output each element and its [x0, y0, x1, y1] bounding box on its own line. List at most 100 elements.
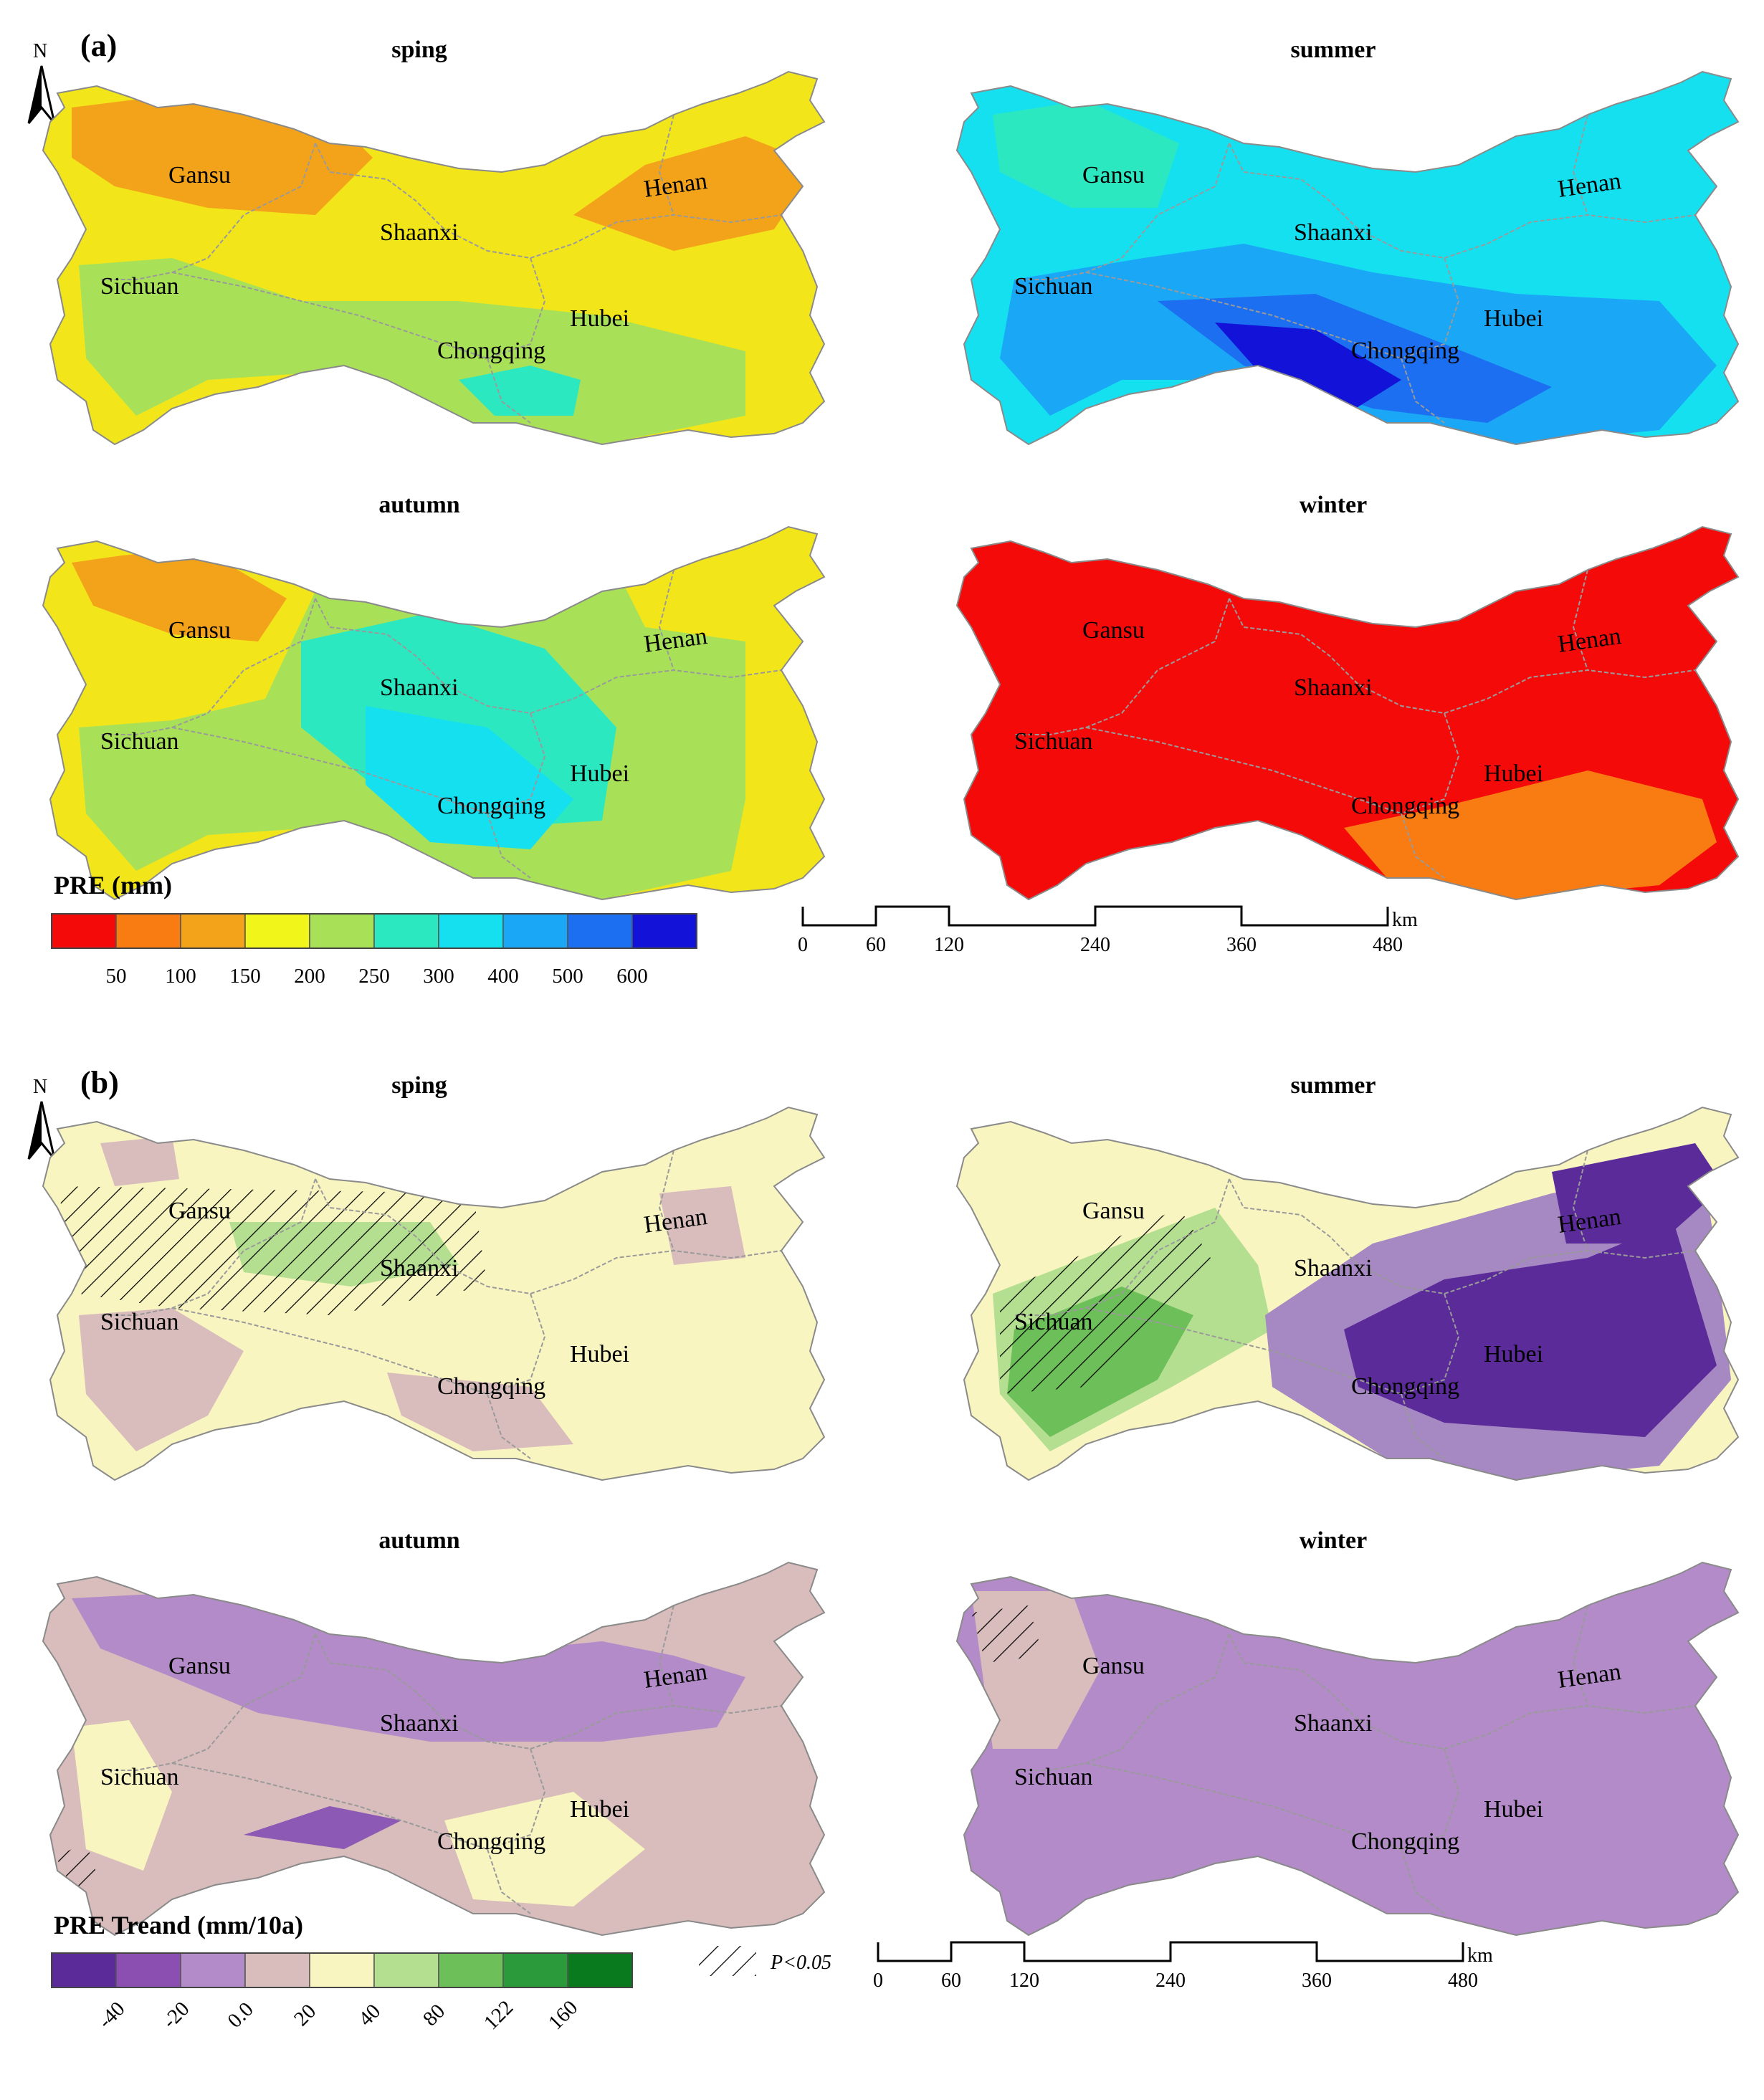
province-label-hubei: Hubei — [1484, 1796, 1543, 1823]
province-border — [1014, 1178, 1230, 1316]
hatch-swatch — [699, 1946, 756, 1976]
province-border — [487, 257, 546, 359]
value-zone — [72, 1720, 172, 1871]
scale-tick-label: 480 — [1373, 934, 1403, 956]
province-border — [1401, 1293, 1460, 1395]
colorbar-tick-label: 122 — [480, 1996, 518, 2034]
province-label-sichuan: Sichuan — [100, 273, 179, 300]
season-title: autumn — [378, 492, 459, 518]
province-border — [487, 712, 546, 814]
province-label-sichuan: Sichuan — [1014, 273, 1093, 300]
value-zone — [659, 1186, 745, 1265]
colorbar-swatch — [438, 1952, 504, 1988]
colorbar-swatch — [567, 913, 633, 949]
value-zones — [1344, 770, 1717, 899]
province-label-shaanxi: Shaanxi — [1294, 1710, 1373, 1737]
colorbar-swatch — [567, 1952, 633, 1988]
province-border — [487, 1748, 546, 1850]
province-border — [1401, 712, 1460, 814]
province-label-sichuan: Sichuan — [100, 1764, 179, 1790]
province-border — [658, 1605, 674, 1707]
season-title: summer — [1291, 1072, 1376, 1099]
scale-tick-label: 0 — [873, 1970, 883, 1992]
map-b-winter: winterGansuShaanxiHenanSichuanHubeiChong… — [955, 1527, 1740, 1937]
scale-tick-label: 480 — [1448, 1970, 1478, 1992]
region-outline — [42, 1106, 826, 1481]
significance-label: P<0.05 — [770, 1952, 831, 1974]
scale-tick-label: 60 — [866, 934, 886, 956]
scale-bar-a: 0 60 120 240 360 480 km — [798, 905, 1418, 956]
scale-tick-label: 120 — [934, 934, 964, 956]
province-border — [1401, 1848, 1445, 1914]
province-border — [1229, 598, 1445, 714]
province-border — [171, 1762, 488, 1850]
season-title: autumn — [378, 1527, 459, 1554]
province-border — [1572, 1150, 1588, 1251]
colorbar-swatch — [631, 913, 697, 949]
colorbar-tick-label: -20 — [158, 1998, 194, 2033]
province-label-gansu: Gansu — [1082, 1653, 1145, 1679]
colorbar-frame — [51, 913, 697, 949]
province-label-shaanxi: Shaanxi — [380, 674, 459, 701]
colorbar-tick-label: 100 — [165, 965, 196, 988]
value-zone — [72, 1591, 745, 1742]
colorbar-swatch — [244, 1952, 310, 1988]
province-border — [1014, 1633, 1230, 1771]
colorbar-tick-label: 0.0 — [224, 1998, 258, 2033]
province-border — [658, 1150, 674, 1251]
province-label-gansu: Gansu — [1082, 1198, 1145, 1224]
colorbar-swatch — [373, 1952, 439, 1988]
colorbar-tick-label: -40 — [94, 1998, 130, 2033]
value-zone — [79, 258, 745, 444]
panel-a-label: (a) — [80, 28, 117, 63]
map-a-winter: winterGansuShaanxiHenanSichuanHubeiChong… — [955, 492, 1740, 901]
region-outline — [955, 1106, 1740, 1481]
colorbar-a: 50 100 150 200 250 300 400 500 600 — [51, 913, 697, 988]
colorbar-swatch — [438, 913, 504, 949]
province-border — [100, 1633, 316, 1771]
province-label-chongqing: Chongqing — [437, 1828, 545, 1855]
significance-hatch — [971, 1605, 1043, 1663]
map-b-summer: summerGansuShaanxiHenanSichuanHubeiChong… — [955, 1072, 1740, 1481]
colorbar-swatch — [115, 1952, 181, 1988]
colorbar-a-title: PRE (mm) — [54, 871, 172, 899]
colorbar-swatch — [502, 913, 568, 949]
province-border — [1401, 1393, 1445, 1459]
map-b-spring: spingGansuShaanxiHenanSichuanHubeiChongq… — [42, 1072, 826, 1481]
province-label-hubei: Hubei — [1484, 1341, 1543, 1368]
colorbar-swatch — [115, 913, 181, 949]
colorbar-b-title: PRE Treand (mm/10a) — [54, 1911, 303, 1939]
value-zone — [1215, 323, 1401, 416]
scale-bar-line — [877, 1941, 1464, 1962]
scale-tick-label: 240 — [1155, 1970, 1186, 1992]
north-arrow-b: N — [27, 1076, 56, 1160]
province-label-chongqing: Chongqing — [1351, 338, 1459, 364]
province-border — [1085, 1307, 1402, 1395]
province-label-hubei: Hubei — [570, 305, 629, 332]
province-label-shaanxi: Shaanxi — [380, 219, 459, 246]
panel-b-label: (b) — [80, 1065, 119, 1100]
colorbar-frame — [51, 1952, 633, 1988]
scale-unit: km — [1467, 1944, 1493, 1967]
season-title: summer — [1291, 37, 1376, 63]
province-border — [171, 727, 488, 814]
colorbar-tick-label: 20 — [290, 2000, 320, 2030]
map-a-summer: summerGansuShaanxiHenanSichuanHubeiChong… — [955, 37, 1740, 446]
province-border — [100, 1178, 316, 1316]
value-zone — [1344, 1222, 1717, 1437]
colorbar-tick-label: 40 — [354, 2000, 385, 2030]
colorbar-swatch — [51, 1952, 117, 1988]
province-label-chongqing: Chongqing — [437, 338, 545, 364]
significance-hatch — [1000, 1208, 1215, 1394]
season-title: sping — [391, 37, 447, 63]
value-zone — [72, 548, 287, 641]
value-zone — [244, 1806, 401, 1849]
panel-b: (b) N spingGansuShaanxiHenanSichuanHubei… — [27, 1065, 1740, 2034]
province-label-chongqing: Chongqing — [437, 1373, 545, 1400]
province-label-gansu: Gansu — [1082, 617, 1145, 644]
province-border — [658, 569, 674, 671]
value-zone — [366, 706, 573, 849]
scale-tick-label: 360 — [1302, 1970, 1332, 1992]
colorbar-swatch — [244, 913, 310, 949]
